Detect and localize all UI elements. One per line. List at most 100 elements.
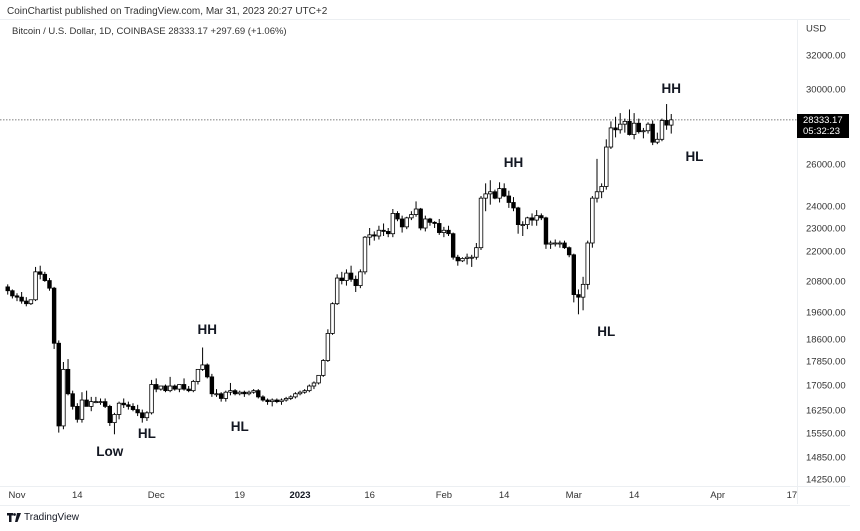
- candle-body: [464, 256, 470, 259]
- candle-body: [376, 229, 382, 237]
- candle-body: [98, 401, 103, 404]
- candle-body: [543, 217, 549, 245]
- candle-body: [158, 385, 164, 390]
- pattern-annotation: HH: [197, 321, 217, 337]
- candle-body: [362, 236, 368, 273]
- candle-body: [460, 258, 465, 262]
- candle-body: [70, 393, 75, 407]
- pattern-annotation: HL: [230, 419, 249, 435]
- candle-body: [455, 256, 460, 262]
- brand-name: TradingView: [24, 512, 80, 523]
- candle-body: [497, 188, 502, 199]
- price-tick-label: 14250.00: [806, 474, 846, 486]
- candle-body: [576, 294, 581, 298]
- candle-body: [140, 412, 145, 419]
- candle-body: [599, 186, 604, 193]
- candle-body: [372, 234, 377, 237]
- candle-body: [172, 385, 177, 390]
- candle-body: [571, 254, 576, 295]
- time-tick-label: Nov: [8, 490, 26, 501]
- candle-body: [321, 360, 326, 376]
- price-tick-label: 30000.00: [806, 84, 846, 96]
- candle-body: [594, 191, 600, 199]
- candle-body: [390, 213, 396, 235]
- tradingview-brand[interactable]: TradingView: [7, 512, 79, 523]
- candle-body: [89, 401, 94, 407]
- candle-body: [302, 390, 307, 393]
- candle-body: [618, 123, 623, 131]
- candle-body: [645, 123, 651, 132]
- candle-body: [395, 213, 400, 220]
- candle-body: [501, 188, 507, 197]
- candle-body: [450, 233, 456, 258]
- time-tick-label: Mar: [565, 490, 582, 501]
- candle-body: [14, 295, 20, 298]
- time-tick-label: Dec: [147, 490, 165, 501]
- time-tick-label: Apr: [710, 490, 726, 501]
- candle-body: [274, 399, 280, 403]
- candle-body: [441, 229, 447, 233]
- candle-body: [61, 368, 66, 427]
- candle-body: [469, 256, 474, 259]
- price-tick-label: 15550.00: [806, 428, 846, 440]
- candle-body: [655, 138, 660, 143]
- candle-body: [437, 223, 442, 233]
- pattern-annotation: HL: [685, 148, 704, 164]
- candle-body: [608, 127, 614, 148]
- candle-body: [427, 218, 433, 223]
- tradingview-logo-icon: [7, 513, 21, 522]
- candle-body: [334, 277, 340, 305]
- price-tick-label: 19600.00: [806, 307, 846, 319]
- candle-body: [269, 399, 275, 403]
- time-tick-label: 2023: [289, 490, 311, 501]
- published-line: CoinChartist published on TradingView.co…: [7, 6, 328, 17]
- candle-body: [93, 401, 99, 404]
- candle-body: [664, 120, 669, 126]
- price-tick-label: 17050.00: [806, 380, 846, 392]
- candle-body: [293, 393, 298, 398]
- price-tick-label: 23000.00: [806, 223, 846, 235]
- candle-body: [474, 247, 479, 258]
- candle-body: [525, 217, 530, 225]
- candle-body: [339, 277, 344, 281]
- time-tick-label: 16: [364, 490, 375, 501]
- candle-body: [650, 123, 655, 143]
- candle-body: [566, 247, 572, 256]
- time-axis-separator: [0, 486, 850, 487]
- candle-body: [483, 193, 488, 199]
- candle-body: [153, 384, 159, 390]
- price-tick-label: 16250.00: [806, 405, 846, 417]
- candle-body: [358, 271, 363, 287]
- candle-body: [237, 391, 242, 395]
- candle-body: [79, 399, 85, 420]
- candle-body: [228, 390, 233, 393]
- candle-body: [446, 229, 451, 235]
- candle-body: [492, 191, 498, 199]
- candle-body: [246, 391, 252, 395]
- candle-body: [149, 384, 154, 414]
- pattern-annotation: Low: [96, 444, 124, 460]
- candle-body: [24, 300, 29, 305]
- candle-body: [177, 384, 182, 390]
- price-tick-label: 17850.00: [806, 356, 846, 368]
- candle-body: [242, 391, 247, 395]
- price-axis-separator: [797, 19, 798, 504]
- candle-body: [529, 217, 535, 221]
- candle-body: [539, 215, 544, 219]
- current-price-badge: 28333.17 05:32:23: [797, 114, 849, 138]
- candle-body: [534, 215, 539, 221]
- candle-body: [348, 272, 354, 280]
- candle-body: [548, 242, 553, 245]
- candle-body: [423, 218, 428, 229]
- candle-body: [288, 396, 293, 399]
- candle-body: [205, 364, 210, 378]
- chart-area[interactable]: [0, 19, 850, 506]
- candle-body: [163, 385, 168, 392]
- candle-body: [195, 368, 201, 382]
- candle-body: [627, 120, 632, 135]
- candle-body: [38, 271, 43, 275]
- price-tick-label: 22000.00: [806, 246, 846, 258]
- candle-body: [659, 120, 665, 140]
- candle-body: [56, 342, 61, 427]
